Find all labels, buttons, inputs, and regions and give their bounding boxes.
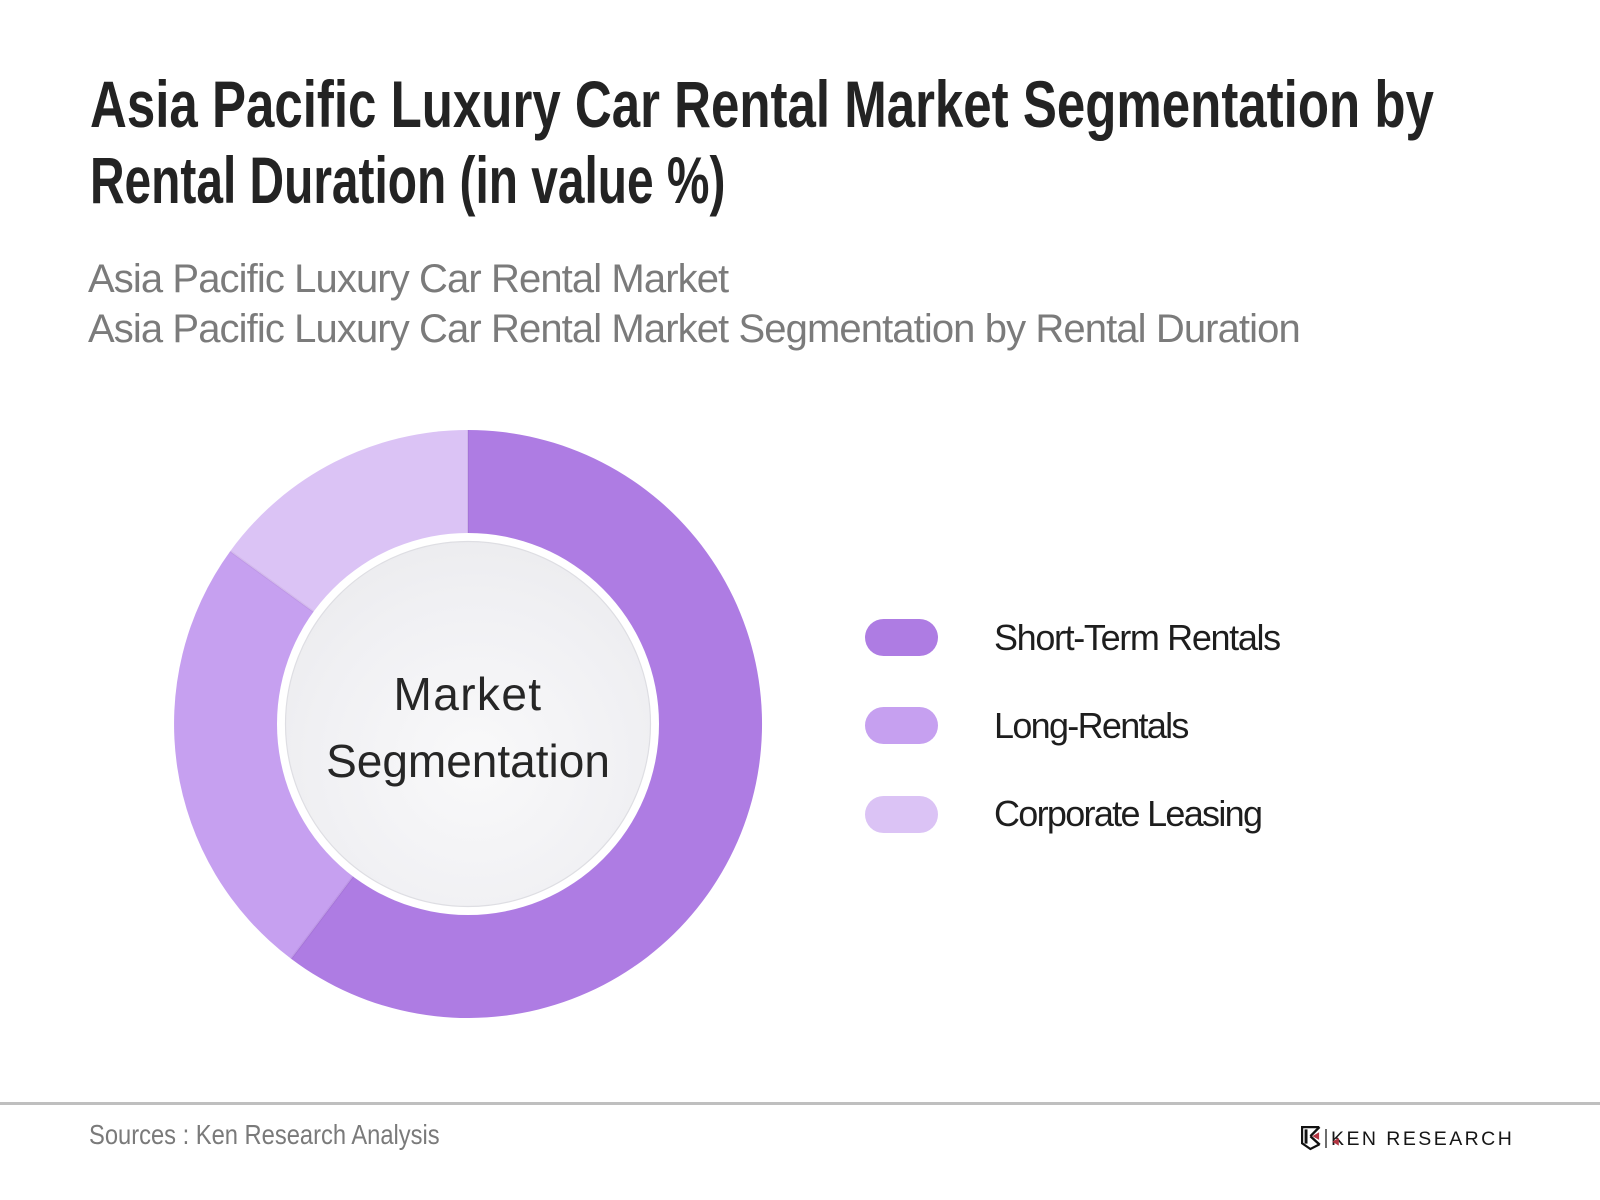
svg-text:KEN RESEARCH: KEN RESEARCH	[1331, 1128, 1514, 1150]
